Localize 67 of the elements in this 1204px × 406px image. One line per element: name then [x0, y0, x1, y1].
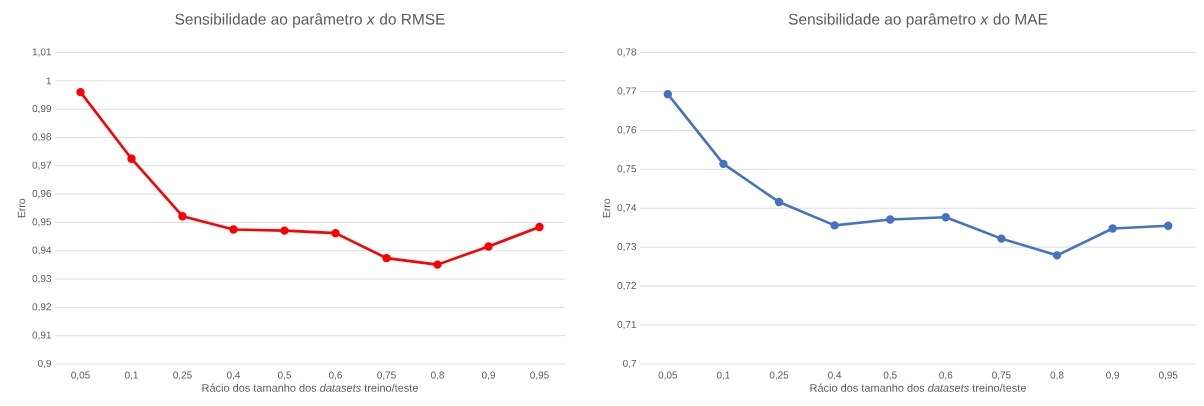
x-tick-label: 0,95: [530, 371, 549, 380]
point: [229, 225, 238, 234]
chart-title: Sensibilidade ao parâmetro x do RMSE: [175, 13, 445, 28]
x-tick-label: 0,75: [377, 371, 396, 380]
x-tick-label: 0,4: [226, 371, 241, 380]
x-axis-title: Rácio dos tamanho dos datasets treino/teste: [810, 383, 1026, 392]
point: [178, 211, 187, 221]
y-tick-label: 0,72: [617, 282, 636, 291]
y-tick-label: 0,73: [617, 243, 637, 252]
point: [280, 226, 289, 235]
point: [886, 215, 895, 224]
y-tick-label: 0,97: [32, 161, 51, 170]
point: [941, 213, 951, 222]
x-tick-label: 0,25: [173, 371, 192, 380]
point: [127, 154, 136, 163]
point: [719, 159, 728, 169]
y-tick-label: 0,93: [32, 274, 52, 284]
point: [382, 253, 391, 263]
x-tick-label: 0,75: [992, 371, 1011, 380]
x-tick-label: 0,9: [481, 371, 495, 380]
y-tick-label: 0,74: [617, 204, 637, 213]
y-tick-label: 0,75: [617, 165, 637, 174]
y-tick-label: 0,78: [617, 48, 637, 57]
x-axis-title: Rácio dos tamanho dos datasets treino/teste: [202, 383, 418, 392]
point: [663, 89, 673, 99]
x-tick-label: 0,6: [939, 371, 953, 380]
x-tick-label: 0,05: [71, 371, 90, 380]
point: [1164, 221, 1173, 230]
y-tick-label: 0,95: [32, 218, 52, 227]
point: [535, 222, 544, 232]
y-tick-label: 0,9: [38, 359, 52, 369]
y-tick-label: 0,7: [623, 359, 636, 369]
point: [830, 221, 839, 230]
y-tick-label: 0,94: [32, 246, 52, 255]
x-tick-label: 0,6: [328, 371, 342, 380]
y-tick-label: 0,92: [32, 303, 51, 312]
point: [331, 228, 340, 238]
chart-title: Sensibilidade ao parâmetro x do MAE: [788, 13, 1048, 28]
x-tick-label: 0,8: [430, 371, 444, 380]
point: [1108, 224, 1117, 233]
point: [774, 197, 784, 207]
y-axis-title: Erro: [17, 198, 26, 218]
point: [76, 87, 85, 97]
x-tick-label: 0,05: [658, 371, 678, 380]
point: [997, 234, 1006, 243]
y-tick-label: 0,99: [32, 105, 52, 114]
y-tick-label: 0,96: [32, 189, 52, 199]
x-tick-label: 0,1: [124, 371, 138, 380]
y-tick-label: 0,91: [32, 331, 51, 340]
y-axis-title: Erro: [602, 198, 611, 218]
y-tick-label: 0,71: [617, 320, 637, 330]
point: [433, 260, 442, 269]
x-tick-label: 0,25: [769, 371, 789, 380]
y-tick-label: 0,77: [617, 87, 636, 96]
point: [1052, 251, 1062, 260]
y-tick-label: 0,98: [32, 133, 52, 142]
x-tick-label: 0,5: [277, 371, 292, 380]
x-tick-label: 0,4: [828, 371, 842, 380]
point: [484, 242, 493, 251]
y-tick-label: 1: [46, 77, 51, 85]
x-tick-label: 0,1: [716, 371, 730, 380]
y-tick-label: 1,01: [32, 48, 51, 57]
x-tick-label: 0,9: [1106, 371, 1120, 380]
x-tick-label: 0,95: [1158, 371, 1178, 380]
x-tick-label: 0,8: [1050, 371, 1064, 380]
x-tick-label: 0,5: [883, 371, 897, 380]
y-tick-label: 0,76: [617, 126, 637, 135]
